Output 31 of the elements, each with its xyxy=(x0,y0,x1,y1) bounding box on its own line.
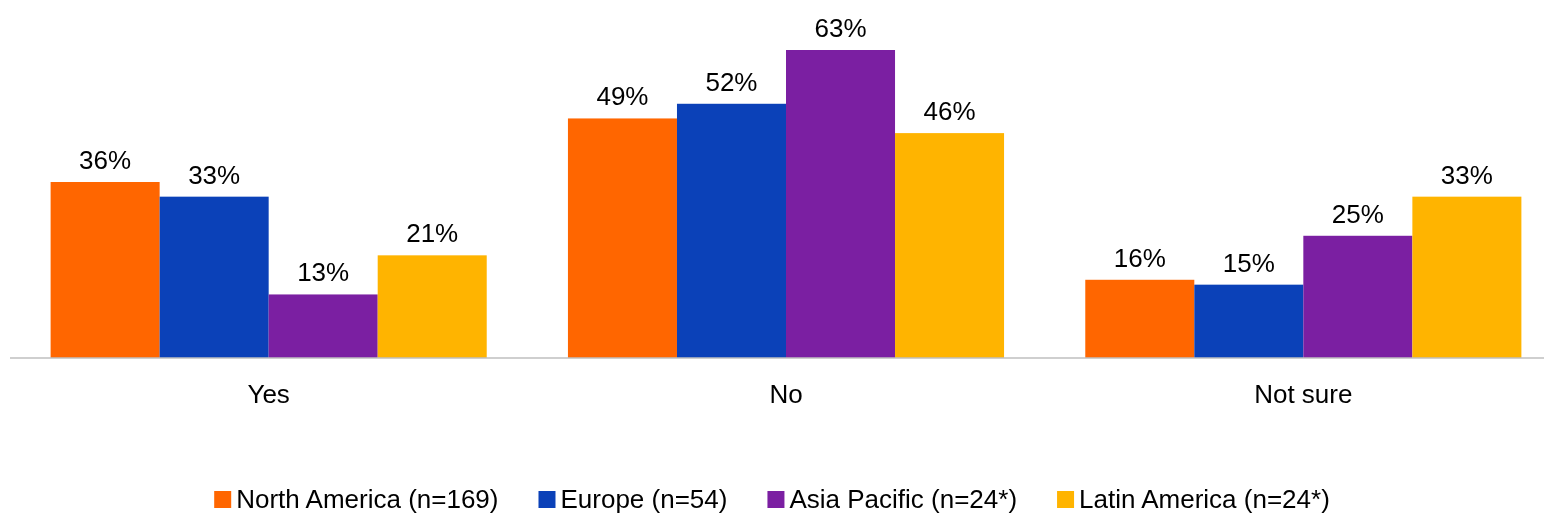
data-label: 16% xyxy=(1113,242,1166,273)
x-tick-label: Yes xyxy=(247,379,290,409)
bar xyxy=(50,182,160,358)
data-label: 36% xyxy=(79,145,132,175)
data-label: 63% xyxy=(814,13,867,43)
data-label: 15% xyxy=(1222,247,1275,278)
data-label: 49% xyxy=(596,81,649,112)
data-label: 21% xyxy=(406,218,459,249)
bar xyxy=(786,50,896,358)
legend-label: North America (n=169) xyxy=(236,484,499,514)
data-label: 52% xyxy=(705,66,758,97)
data-label: 33% xyxy=(188,159,241,190)
bar xyxy=(377,255,487,358)
bar xyxy=(567,118,677,358)
legend-label: Asia Pacific (n=24*) xyxy=(789,484,1018,514)
x-tick-label: Not sure xyxy=(1254,379,1353,409)
data-label: 13% xyxy=(297,257,350,288)
bar xyxy=(1194,284,1304,358)
bar xyxy=(1085,279,1195,358)
bar xyxy=(268,294,378,358)
data-label: 33% xyxy=(1440,159,1493,190)
bar xyxy=(676,103,786,358)
data-label: 46% xyxy=(923,96,976,127)
x-tick-label: No xyxy=(769,379,803,409)
bar xyxy=(1303,235,1413,358)
bar xyxy=(895,133,1005,358)
bar xyxy=(1412,196,1522,358)
legend-label: Latin America (n=24*) xyxy=(1079,484,1330,514)
bar xyxy=(159,196,269,358)
legend-label: Europe (n=54) xyxy=(560,484,728,514)
data-label: 25% xyxy=(1331,198,1384,229)
